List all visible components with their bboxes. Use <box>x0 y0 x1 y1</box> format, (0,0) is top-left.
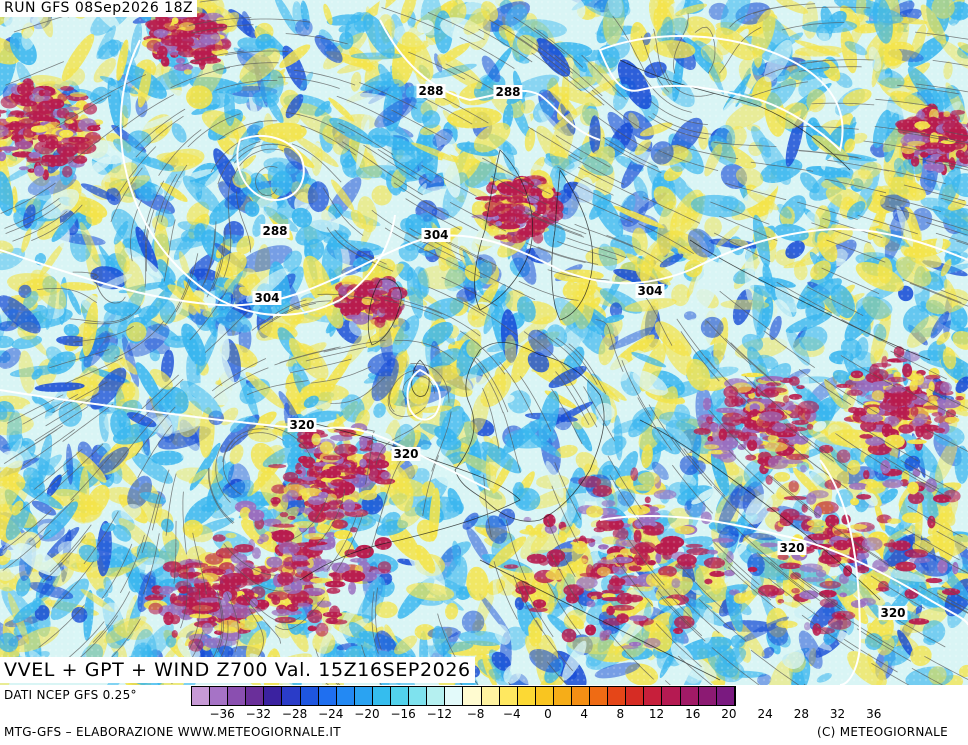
colorbar-swatch <box>626 687 645 705</box>
vvel-shading <box>0 0 968 685</box>
colorbar-swatch <box>535 687 554 705</box>
colorbar-tick: 20 <box>721 707 737 721</box>
colorbar-ticks: −36 −32 −28 −24 −20 −16 −12 −8 −4 0 4 8 12 16 20 24 28 32… <box>191 707 966 721</box>
colorbar-swatch <box>354 687 373 705</box>
colorbar-tick: 0 <box>544 707 552 721</box>
contour-label: 288 <box>493 85 523 99</box>
colorbar-tick: 8 <box>616 707 625 721</box>
colorbar-swatch <box>716 687 735 705</box>
colorbar-tick: −8 <box>466 707 485 721</box>
colorbar-tick: 4 <box>580 707 588 721</box>
colorbar-swatch <box>698 687 717 705</box>
colorbar-tick: −24 <box>318 707 344 721</box>
colorbar-tick: −36 <box>209 707 235 721</box>
contour-label: 304 <box>252 291 282 305</box>
colorbar-swatch <box>372 687 392 705</box>
contour-label: 320 <box>287 418 317 432</box>
contour-label: 320 <box>878 606 908 620</box>
contour-label: 320 <box>391 447 421 461</box>
colorbar-swatch <box>517 687 536 705</box>
colorbar-swatch <box>553 687 572 705</box>
colorbar-tick: 24 <box>757 707 773 721</box>
colorbar-tick: −16 <box>390 707 416 721</box>
colorbar <box>191 686 736 706</box>
vertical-velocity-field <box>0 0 968 685</box>
colorbar-swatch <box>445 687 464 705</box>
credit-right: (C) METEOGIORNALE <box>816 725 948 739</box>
colorbar-swatch <box>409 687 428 705</box>
colorbar-tick: 16 <box>685 707 701 721</box>
colorbar-tick: −20 <box>354 707 380 721</box>
colorbar-tick: −12 <box>426 707 453 721</box>
contour-label: 304 <box>635 284 665 298</box>
credit-left: MTG-GFS – ELABORAZIONE WWW.METEOGIORNALE… <box>4 725 341 739</box>
colorbar-tick: 12 <box>648 707 665 721</box>
map-title: VVEL + GPT + WIND Z700 Val. 15Z16SEP2026 <box>0 657 475 683</box>
run-label: RUN GFS 08Sep2026 18Z <box>0 0 198 17</box>
colorbar-swatch <box>590 687 609 705</box>
colorbar-swatch <box>571 687 591 705</box>
colorbar-swatch <box>210 687 229 705</box>
colorbar-swatch <box>608 687 627 705</box>
colorbar-swatch <box>680 687 699 705</box>
contour-label: 320 <box>777 541 807 555</box>
colorbar-swatch <box>264 687 283 705</box>
colorbar-tick: 28 <box>793 707 809 721</box>
colorbar-swatch <box>427 687 446 705</box>
colorbar-tick: 32 <box>829 707 846 721</box>
data-source: DATI NCEP GFS 0.25° <box>4 688 137 702</box>
colorbar-tick: 36 <box>866 707 882 721</box>
colorbar-tick: −4 <box>502 707 521 721</box>
colorbar-swatch <box>318 687 337 705</box>
colorbar-swatch <box>499 687 518 705</box>
colorbar-swatch <box>300 687 319 705</box>
colorbar-swatch <box>662 687 681 705</box>
colorbar-tick: −32 <box>245 707 272 721</box>
colorbar-swatch <box>391 687 410 705</box>
colorbar-swatch <box>246 687 265 705</box>
colorbar-swatch <box>192 687 211 705</box>
legend-footer: DATI NCEP GFS 0.25° −36 −32 −28 −24 −20 −16 −1… <box>0 685 968 745</box>
colorbar-swatch <box>228 687 247 705</box>
contour-label: 304 <box>421 228 451 242</box>
colorbar-swatch <box>481 687 500 705</box>
colorbar-swatch <box>336 687 355 705</box>
colorbar-swatch <box>644 687 663 705</box>
contour-label: 288 <box>260 224 290 238</box>
contour-label: 288 <box>416 84 446 98</box>
colorbar-swatch <box>282 687 301 705</box>
wind-streamlines <box>0 0 968 685</box>
weather-map: 288 288 288 304 304 304 320 320 320 320 … <box>0 0 968 685</box>
colorbar-swatch <box>463 687 482 705</box>
colorbar-tick: −28 <box>281 707 308 721</box>
